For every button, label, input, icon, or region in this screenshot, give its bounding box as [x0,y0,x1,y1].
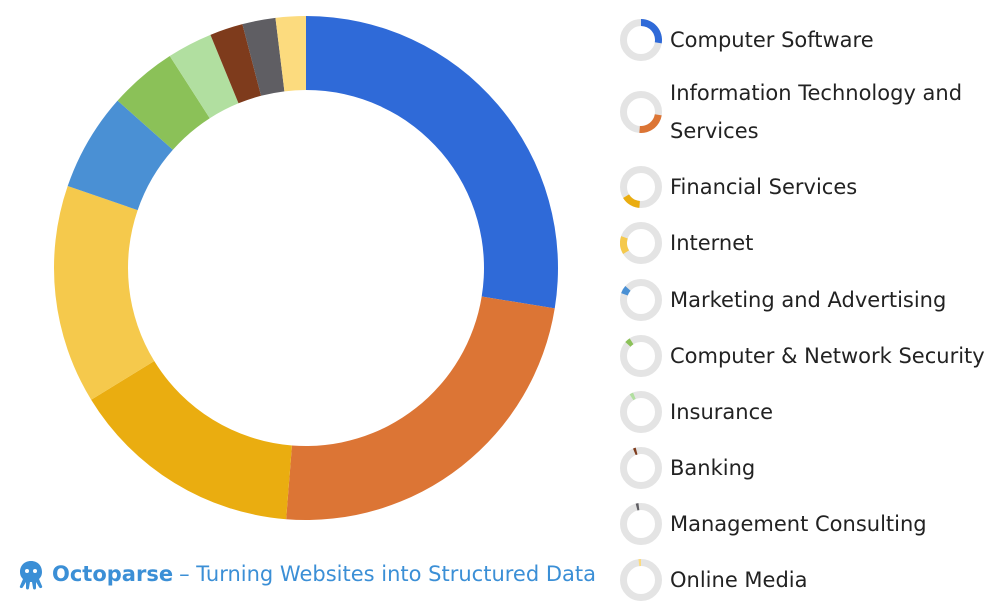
legend-label-banking: Banking [670,456,756,480]
legend-marker-management-consulting [620,503,662,545]
legend-marker-segment-marketing-and-advertising [621,286,631,296]
legend-marker-ring [620,222,662,264]
legend-label-information-technology-and-services: Information Technology and Services [670,81,963,143]
legend-marker-ring [620,279,662,321]
legend-marker-segment-online-media [638,559,641,567]
legend-label-online-media: Online Media [670,568,808,592]
legend-marker-segment-information-technology-and-services [639,114,662,133]
legend-item-insurance[interactable]: Insurance [620,391,773,433]
legend-marker-information-technology-and-services [620,91,662,133]
legend-marker-segment-computer-network-security [625,338,634,347]
legend-marker-segment-internet [620,236,630,254]
donut-slice-insurance[interactable] [169,34,239,119]
legend-item-banking[interactable]: Banking [620,447,755,489]
legend-item-financial-services[interactable]: Financial Services [620,166,857,208]
legend-marker-computer-network-security [620,335,662,377]
donut-slice-management-consulting[interactable] [242,17,285,96]
legend-marker-ring [620,559,662,601]
legend-marker-segment-insurance [629,392,636,401]
legend-marker-online-media [620,559,662,601]
legend-marker-segment-computer-software [641,19,662,44]
legend-marker-segment-financial-services [623,194,640,208]
legend-marker-segment-management-consulting [635,503,640,511]
legend-marker-segment-banking [633,447,638,456]
legend-label-financial-services: Financial Services [670,175,858,199]
donut-slice-financial-services[interactable] [91,361,292,520]
donut-slice-information-technology-and-services[interactable] [286,296,555,520]
donut-chart [54,16,558,520]
donut-slice-online-media[interactable] [275,16,306,92]
legend-item-information-technology-and-services[interactable]: Information Technology and Services [620,74,980,150]
legend-item-internet[interactable]: Internet [620,222,753,264]
brand-tagline: – Turning Websites into Structured Data [179,562,596,586]
legend-label-computer-network-security: Computer & Network Security [670,344,985,368]
legend-marker-financial-services [620,166,662,208]
legend-marker-ring [620,391,662,433]
legend-marker-marketing-and-advertising [620,279,662,321]
legend-label-computer-software: Computer Software [670,28,874,52]
legend-item-computer-network-security[interactable]: Computer & Network Security [620,335,985,377]
legend-item-computer-software[interactable]: Computer Software [620,19,874,61]
donut-slice-computer-software[interactable] [306,16,558,309]
legend-label-management-consulting: Management Consulting [670,512,927,536]
legend-marker-banking [620,447,662,489]
legend-label-marketing-and-advertising: Marketing and Advertising [670,288,947,312]
chart-legend: Computer Software Information Technology … [620,0,995,609]
octopus-icon [19,561,43,590]
legend-marker-ring [620,447,662,489]
legend-marker-ring [620,335,662,377]
legend-marker-insurance [620,391,662,433]
legend-label-internet: Internet [670,231,754,255]
legend-item-marketing-and-advertising[interactable]: Marketing and Advertising [620,279,946,321]
legend-item-management-consulting[interactable]: Management Consulting [620,503,927,545]
legend-marker-ring [620,503,662,545]
donut-slice-banking[interactable] [210,24,262,104]
brand-name[interactable]: Octoparse [52,562,174,586]
legend-item-online-media[interactable]: Online Media [620,559,807,601]
legend-marker-computer-software [620,19,662,61]
branding: Octoparse – Turning Websites into Struct… [16,556,596,592]
donut-slice-internet[interactable] [54,186,155,400]
legend-marker-internet [620,222,662,264]
legend-label-insurance: Insurance [670,400,774,424]
legend-marker-ring [620,166,662,208]
donut-slice-computer-network-security[interactable] [117,56,210,150]
donut-slice-marketing-and-advertising[interactable] [67,100,173,211]
